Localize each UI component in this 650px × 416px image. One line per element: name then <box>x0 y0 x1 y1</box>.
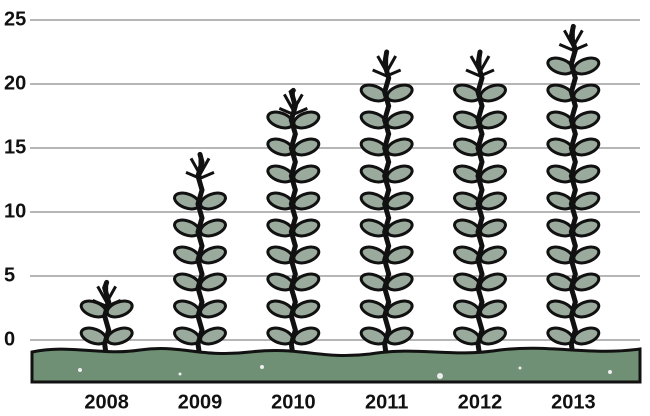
y-tick-label: 20 <box>4 72 26 94</box>
leaf <box>385 218 414 238</box>
x-tick-label: 2010 <box>271 391 316 413</box>
plant <box>266 87 321 361</box>
y-tick-label: 10 <box>4 200 26 222</box>
leaf <box>199 218 227 238</box>
leaf <box>292 218 321 238</box>
y-tick-label: 5 <box>4 264 15 286</box>
stem <box>475 49 485 361</box>
stem <box>568 23 578 361</box>
x-tick-label: 2008 <box>84 391 129 413</box>
leaf <box>572 218 601 238</box>
leaf <box>572 245 601 265</box>
leaf <box>479 218 507 238</box>
leaf <box>385 245 414 265</box>
plant <box>359 49 414 361</box>
stem <box>102 279 112 361</box>
plants <box>79 23 601 361</box>
y-tick-label: 15 <box>4 136 26 158</box>
x-tick-label: 2013 <box>551 391 596 413</box>
x-tick-label: 2009 <box>178 391 223 413</box>
grid <box>30 19 640 341</box>
x-tick-label: 2011 <box>365 391 408 413</box>
stem <box>382 49 392 361</box>
plant <box>546 23 601 361</box>
leaf <box>479 245 507 265</box>
stem <box>195 151 205 361</box>
x-tick-label: 2012 <box>458 391 503 413</box>
plant <box>79 279 134 361</box>
y-tick-label: 25 <box>4 8 26 30</box>
y-tick-label: 0 <box>4 328 15 350</box>
ground-specks <box>78 365 612 379</box>
leaf <box>292 245 321 265</box>
plant <box>173 151 227 361</box>
plant <box>453 49 507 361</box>
stem <box>288 87 298 361</box>
ground <box>30 346 642 384</box>
leaf <box>199 245 227 265</box>
